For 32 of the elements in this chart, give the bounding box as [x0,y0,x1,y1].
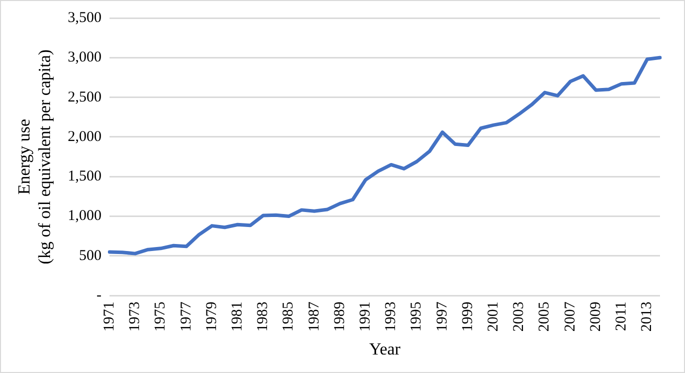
y-tick-label: 2,500 [68,89,102,106]
x-tick-label: 2011 [614,302,630,332]
x-tick-label: 1991 [358,302,374,332]
x-tick-label: 1971 [101,302,118,332]
x-tick-label: 1977 [178,301,194,332]
x-tick-label: 1993 [383,302,400,332]
y-tick-label: 1,500 [68,168,102,185]
x-tick-label: 2013 [639,302,656,332]
y-axis-title: Energy use (kg of oil equivalent per capita) [14,49,54,264]
y-tick-label: 2,000 [68,128,102,145]
x-tick-label: 2007 [562,301,578,332]
x-tick-label: 1975 [152,302,169,332]
y-tick-label: 3,000 [68,50,102,66]
x-tick-label: 2001 [486,302,502,332]
x-tick-label: 2003 [511,302,528,332]
x-tick-label: 1981 [230,302,246,332]
y-tick-label: 1,000 [68,208,102,224]
x-tick-label: 1997 [434,301,450,332]
x-tick-label: 1995 [408,302,425,332]
x-tick-label: 1983 [255,302,272,332]
x-tick-label: 1999 [460,302,476,332]
x-tick-label: 1985 [280,302,297,332]
x-tick-label: 1987 [306,301,322,332]
x-axis-title: Year [369,339,401,358]
x-tick-label: 2009 [588,302,604,332]
x-tick-label: 1989 [332,302,348,332]
x-tick-label: 1979 [204,302,220,332]
y-tick-label: 3,500 [68,10,102,26]
y-tick-label: 500 [79,248,102,264]
y-tick-label: - [96,288,102,304]
x-tick-label: 2005 [536,302,553,332]
x-tick-label: 1973 [127,302,144,332]
